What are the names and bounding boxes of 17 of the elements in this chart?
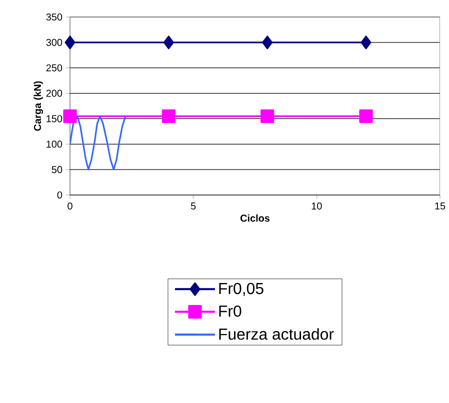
y-tick-label: 100 bbox=[46, 140, 62, 148]
x-tick-label: 15 bbox=[435, 202, 446, 210]
legend-label: Fr0,05 bbox=[219, 282, 264, 296]
y-tick-label: 0 bbox=[57, 191, 62, 199]
legend-label: Fr0 bbox=[219, 305, 242, 317]
y-tick-label: 250 bbox=[46, 64, 62, 72]
x-tick-label: 10 bbox=[312, 202, 322, 210]
x-tick-label: 5 bbox=[190, 202, 196, 210]
y-tick-label: 350 bbox=[46, 13, 62, 21]
y-tick-label: 300 bbox=[46, 38, 62, 46]
y-tick-label: 50 bbox=[52, 166, 62, 174]
y-tick-label: 200 bbox=[46, 90, 62, 97]
legend-label: Fuerza actuador bbox=[219, 328, 334, 340]
y-axis-title: Carga (kN) bbox=[34, 81, 44, 131]
x-tick-label: 0 bbox=[68, 202, 72, 210]
x-axis-title: Ciclos bbox=[240, 214, 270, 222]
y-tick-label: 150 bbox=[46, 115, 62, 122]
